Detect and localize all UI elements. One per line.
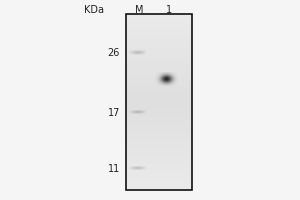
Text: KDa: KDa [84,5,104,15]
Text: 26: 26 [108,48,120,58]
Text: 17: 17 [108,108,120,118]
Text: M: M [135,5,144,15]
Text: 1: 1 [167,5,172,15]
Bar [126,14,192,190]
Text: 11: 11 [108,164,120,174]
